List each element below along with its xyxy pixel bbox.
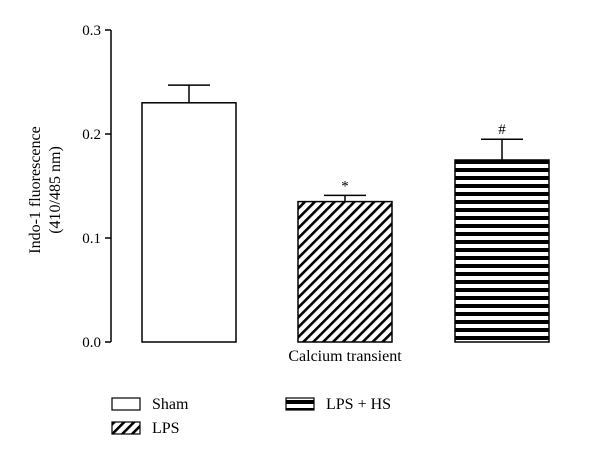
- bar: [454, 159, 550, 343]
- y-axis-label-line-2: (410/485 nm): [47, 146, 64, 234]
- legend-label: Sham: [152, 396, 189, 413]
- bar: [141, 102, 237, 343]
- y-axis-label-line-1: Indo-1 fluorescence: [27, 126, 44, 254]
- significance-marker: *: [341, 178, 349, 194]
- legend: Sham LPS LPS + HS: [111, 396, 391, 437]
- legend-swatch: [111, 421, 141, 435]
- x-axis-label: Calcium transient: [288, 348, 402, 365]
- y-tick-label: 0.3: [82, 23, 101, 39]
- legend-label: LPS + HS: [326, 396, 391, 413]
- y-tick-label: 0.0: [82, 335, 101, 351]
- legend-label: LPS: [152, 420, 180, 437]
- legend-swatch: [111, 397, 141, 411]
- significance-marker: #: [498, 122, 506, 138]
- y-tick-label: 0.1: [82, 231, 101, 247]
- y-axis: 0.0 0.1 0.2 0.3: [82, 23, 112, 351]
- bars: *#: [141, 84, 550, 343]
- bar: [297, 200, 393, 343]
- y-axis-label: Indo-1 fluorescence (410/485 nm): [27, 126, 64, 254]
- legend-swatch: [285, 397, 315, 411]
- y-tick-label: 0.2: [82, 127, 101, 143]
